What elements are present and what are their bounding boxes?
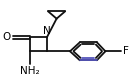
Text: N: N — [43, 26, 51, 36]
Text: F: F — [123, 46, 129, 56]
Text: NH₂: NH₂ — [20, 66, 40, 76]
Text: O: O — [2, 32, 10, 42]
